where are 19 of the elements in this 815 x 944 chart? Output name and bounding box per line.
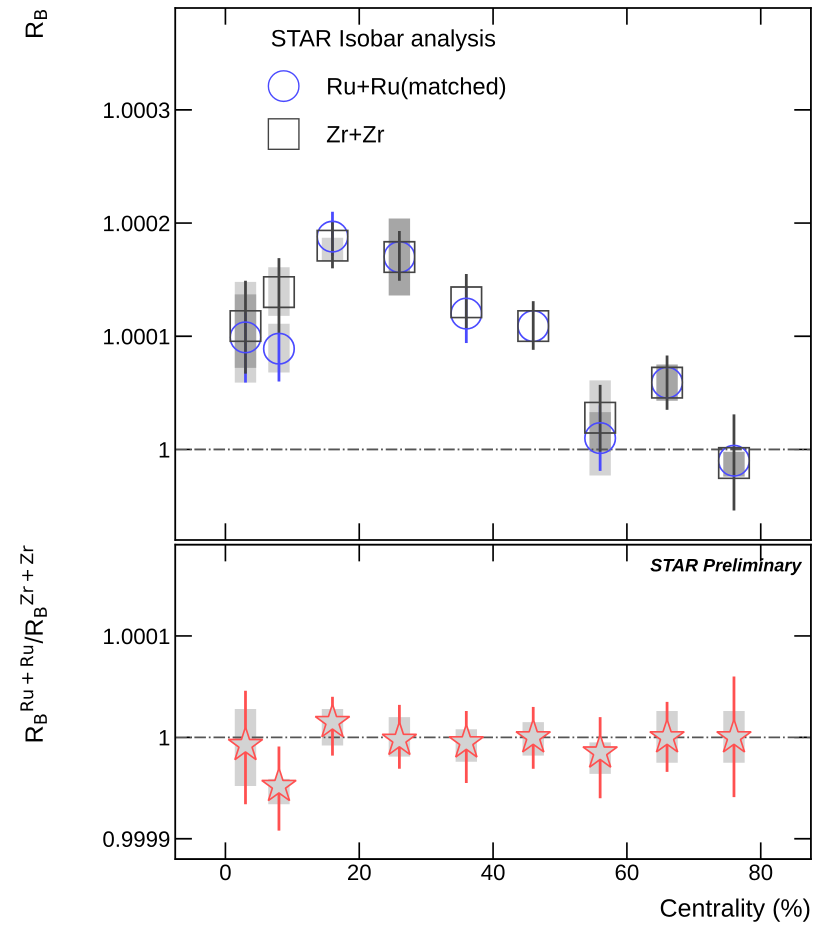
y-tick-label: 1.0001 [104, 628, 170, 644]
x-axis-title: Centrality (%) [660, 898, 810, 922]
y-tick-label: 1.0001 [104, 328, 170, 345]
x-tick-label: 0 [220, 864, 231, 880]
y-tick-label: 1.0002 [104, 216, 170, 232]
annotation: STAR Preliminary [650, 558, 802, 576]
y-axis-title: R$_{B}$ [26, 10, 47, 37]
x-tick-label: 40 [481, 864, 505, 880]
y-axis-title: R$_{B}$$^{Ru+Ru}$/R$_{B}$$^{Zr+Zr}$ [20, 546, 47, 742]
legend-title: STAR Isobar analysis [272, 29, 496, 52]
legend-label: Ru+Ru(matched) [328, 77, 506, 100]
y-tick-label: 1 [160, 730, 170, 746]
x-tick-label: 80 [749, 864, 772, 880]
x-tick-label: 20 [348, 864, 371, 880]
y-tick-label: 1.0003 [104, 102, 170, 118]
legend-label: Zr+Zr [326, 126, 384, 142]
y-tick-label: 1 [160, 442, 170, 458]
x-tick-label: 60 [616, 864, 638, 880]
y-tick-label: 0.9999 [103, 831, 170, 848]
